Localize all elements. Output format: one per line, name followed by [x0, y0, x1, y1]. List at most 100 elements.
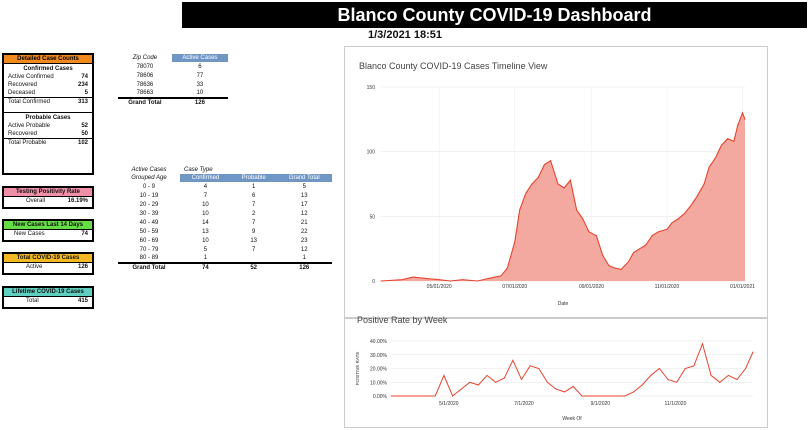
data-point [693, 365, 694, 366]
age-group-cell: 40 - 49 [118, 218, 180, 227]
grand-total-cell: 5 [277, 182, 333, 191]
x-tick-label: 7/1/2020 [514, 401, 534, 407]
data-point [745, 368, 746, 369]
data-point [495, 382, 496, 383]
data-point [478, 385, 479, 386]
total-cell: 126 [172, 98, 228, 107]
age-group-cell: 60 - 69 [118, 236, 180, 245]
data-point [413, 277, 414, 278]
active-cases-cell: 6 [172, 62, 228, 71]
age-group-cell: 10 - 19 [118, 191, 180, 200]
total-cell: 52 [231, 263, 277, 272]
timeline-chart: 05010015005/01/2020 07/01/2020 09/01/2020 1… [345, 47, 767, 317]
data-point [570, 180, 571, 181]
positivity-rate-card: Testing Positivity Rate Overall 16.19% [2, 186, 94, 209]
data-point [381, 281, 382, 282]
confirmed-cell: 4 [180, 182, 231, 191]
data-point [582, 218, 583, 219]
zip-code-cell: 78606 [118, 71, 172, 80]
data-point [616, 396, 617, 397]
data-point [728, 375, 729, 376]
zip-code-cell: 78070 [118, 62, 172, 71]
data-point [547, 382, 548, 383]
confirmed-cell: 5 [180, 245, 231, 254]
data-point [639, 248, 640, 249]
zip-code-table: Zip Code Active Cases 78070 6 78606 77 78636… [118, 54, 228, 107]
data-point [590, 396, 591, 397]
x-tick-label: 09/01/2020 [579, 284, 604, 290]
x-tick-label: 11/1/2020 [664, 401, 686, 407]
data-point [462, 279, 463, 280]
positivity-rate-title: Testing Positivity Rate [4, 188, 92, 197]
x-tick-label: 05/01/2020 [427, 284, 452, 290]
data-point [684, 213, 685, 214]
confirmed-cell: 1 [180, 254, 231, 263]
data-point [504, 378, 505, 379]
table-row: 70 - 79 5 7 12 [118, 245, 332, 254]
data-point [676, 382, 677, 383]
lifetime-cases-card: Lifetime COVID-19 Cases Total 415 [2, 286, 94, 309]
series-line [391, 344, 753, 396]
y-tick-label: 20.00% [370, 367, 388, 373]
data-point [538, 368, 539, 369]
data-point [423, 396, 424, 397]
data-point [576, 209, 577, 210]
grand-total-cell: 17 [277, 200, 333, 209]
probable-cell: 2 [231, 209, 277, 218]
data-point [599, 396, 600, 397]
data-point [538, 177, 539, 178]
grouped-age-header: Grouped Age [118, 174, 180, 182]
y-tick-label: 100 [367, 150, 376, 156]
data-point [544, 164, 545, 165]
table-row: 78663 10 [118, 89, 228, 98]
deceased-row: Deceased 5 [4, 89, 92, 97]
age-group-cell: 80 - 89 [118, 254, 180, 263]
data-point [671, 222, 672, 223]
data-point [607, 396, 608, 397]
probable-header: Probable [231, 174, 277, 182]
data-point [711, 375, 712, 376]
data-point [628, 261, 629, 262]
table-row: 0 - 9 4 1 5 [118, 182, 332, 191]
positive-rate-panel: Positive Rate by Week 0.00% 10.00% 20.00% 3… [344, 318, 768, 428]
table-row: 40 - 49 14 7 21 [118, 218, 332, 227]
table-total-row: Grand Total 126 [118, 98, 228, 107]
table-row: 80 - 89 1 1 [118, 254, 332, 263]
x-axis-label: Week Of [562, 416, 582, 422]
x-tick-label: 5/1/2020 [439, 401, 459, 407]
data-point [443, 375, 444, 376]
data-point [602, 255, 603, 256]
data-point [736, 379, 737, 380]
total-cell: Grand Total [118, 98, 172, 107]
data-point [512, 360, 513, 361]
data-point [402, 279, 403, 280]
confirmed-cell: 7 [180, 191, 231, 200]
age-group-cell: 30 - 39 [118, 209, 180, 218]
grand-total-cell: 12 [277, 245, 333, 254]
x-tick-label: 07/01/2020 [502, 284, 527, 290]
zip-code-cell: 78663 [118, 89, 172, 98]
data-point [488, 278, 489, 279]
positive-rate-chart: 0.00% 10.00% 20.00% 30.00% 40.00% 5/1/2020 7/1… [345, 319, 767, 427]
probable-cell: 7 [231, 218, 277, 227]
data-point [555, 389, 556, 390]
zip-header: Zip Code [118, 54, 172, 62]
y-tick-label: 0 [372, 279, 375, 285]
data-point [530, 365, 531, 366]
data-point [721, 145, 722, 146]
data-point [719, 382, 720, 383]
data-point [477, 281, 478, 282]
age-group-cell: 20 - 29 [118, 200, 180, 209]
new-cases-card: New Cases Last 14 Days New Cases 74 [2, 219, 94, 242]
table-row: 30 - 39 10 2 12 [118, 209, 332, 218]
case-type-header: Case Type [180, 166, 332, 174]
probable-cell: 6 [231, 191, 277, 200]
table-row: 10 - 19 7 6 13 [118, 191, 332, 200]
total-cell: 74 [180, 263, 231, 272]
y-tick-label: 10.00% [370, 380, 388, 386]
confirmed-cell: 10 [180, 200, 231, 209]
grand-total-cell: 1 [277, 254, 333, 263]
probable-recovered-row: Recovered 50 [4, 130, 92, 138]
data-point [737, 125, 738, 126]
data-point [558, 184, 559, 185]
